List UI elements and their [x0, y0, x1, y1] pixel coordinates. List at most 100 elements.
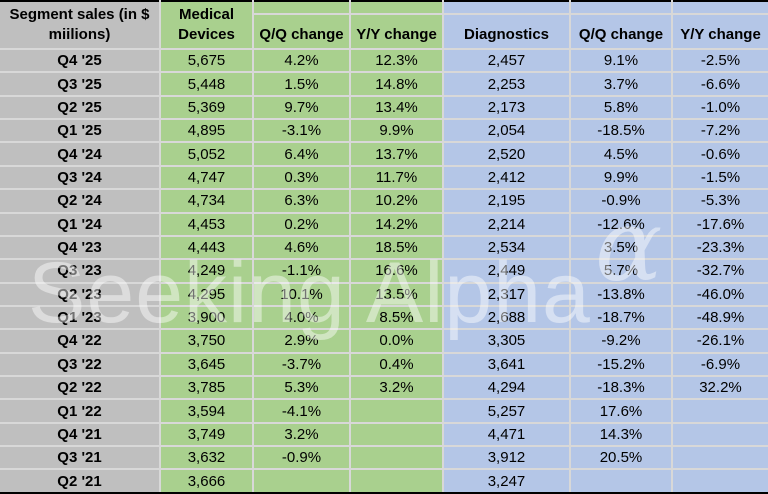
diagnostics-value: 2,534 [442, 234, 571, 261]
medical-yy-change-value [349, 398, 444, 424]
diagnostics-qq-change-value: -9.2% [569, 328, 673, 354]
diagnostics-value: 2,054 [442, 118, 571, 144]
medical-qq-change-value: 5.3% [252, 375, 351, 401]
diagnostics-yy-change-value: -6.9% [671, 351, 768, 378]
diagnostics-yy-change-value [671, 421, 768, 448]
medical-yy-change-value: 10.2% [349, 188, 444, 214]
quarter-label: Q3 '24 [0, 164, 161, 191]
medical-yy-change-value: 11.7% [349, 164, 444, 191]
table-row: Q2 '24 4,734 6.3% 10.2% 2,195 -0.9% -5.3% [0, 188, 768, 214]
medical-devices-value: 3,666 [159, 468, 254, 494]
medical-qq-change-value: -3.1% [252, 118, 351, 144]
diagnostics-value: 3,641 [442, 351, 571, 378]
medical-qq-change-value: 10.1% [252, 281, 351, 307]
diagnostics-qq-change-value: 9.9% [569, 164, 673, 191]
table-row: Q3 '22 3,645 -3.7% 0.4% 3,641 -15.2% -6.9% [0, 351, 768, 378]
medical-qq-change-value: 0.3% [252, 164, 351, 191]
medical-devices-value: 5,369 [159, 94, 254, 121]
medical-devices-header-line2: Devices [178, 26, 235, 43]
quarter-label: Q3 '23 [0, 258, 161, 284]
table-row: Q4 '21 3,749 3.2% 4,471 14.3% [0, 421, 768, 448]
diagnostics-yy-change-value: -23.3% [671, 234, 768, 261]
medical-devices-value: 4,895 [159, 118, 254, 144]
column-header-medical-yy-change: Y/Y change [349, 0, 444, 50]
diagnostics-value: 2,688 [442, 304, 571, 331]
diagnostics-value: 2,449 [442, 258, 571, 284]
medical-devices-value: 3,594 [159, 398, 254, 424]
quarter-label: Q1 '23 [0, 304, 161, 331]
diagnostics-yy-change-value: -17.6% [671, 211, 768, 237]
medical-devices-value: 3,900 [159, 304, 254, 331]
quarter-label: Q3 '22 [0, 351, 161, 378]
medical-yy-change-value: 0.0% [349, 328, 444, 354]
quarter-label: Q4 '23 [0, 234, 161, 261]
diagnostics-qq-change-value: -18.5% [569, 118, 673, 144]
medical-yy-change-value: 8.5% [349, 304, 444, 331]
diagnostics-value: 2,195 [442, 188, 571, 214]
diagnostics-value: 4,294 [442, 375, 571, 401]
medical-devices-value: 4,295 [159, 281, 254, 307]
diagnostics-value: 4,471 [442, 421, 571, 448]
diagnostics-yy-change-value: -1.5% [671, 164, 768, 191]
diagnostics-yy-change-value: -1.0% [671, 94, 768, 121]
quarter-label: Q1 '25 [0, 118, 161, 144]
medical-qq-change-value: 4.0% [252, 304, 351, 331]
diagnostics-yy-change-value [671, 445, 768, 471]
quarter-label: Q2 '25 [0, 94, 161, 121]
table-row: Q3 '24 4,747 0.3% 11.7% 2,412 9.9% -1.5% [0, 164, 768, 191]
diagnostics-qq-change-value: -18.3% [569, 375, 673, 401]
diagnostics-value: 2,412 [442, 164, 571, 191]
medical-yy-change-value: 18.5% [349, 234, 444, 261]
diagnostics-value: 3,912 [442, 445, 571, 471]
column-header-diagnostics-yy-change: Y/Y change [671, 0, 768, 50]
diagnostics-yy-change-value: -7.2% [671, 118, 768, 144]
medical-yy-change-value: 14.2% [349, 211, 444, 237]
medical-devices-value: 5,675 [159, 47, 254, 74]
diagnostics-value: 2,173 [442, 94, 571, 121]
diagnostics-qq-change-value: -18.7% [569, 304, 673, 331]
quarter-label: Q2 '24 [0, 188, 161, 214]
medical-yy-change-value: 0.4% [349, 351, 444, 378]
medical-devices-value: 4,747 [159, 164, 254, 191]
medical-yy-change-value: 14.8% [349, 71, 444, 97]
diagnostics-yy-change-value: -6.6% [671, 71, 768, 97]
quarter-label: Q1 '22 [0, 398, 161, 424]
medical-yy-change-value: 13.5% [349, 281, 444, 307]
medical-devices-value: 4,443 [159, 234, 254, 261]
table-row: Q4 '22 3,750 2.9% 0.0% 3,305 -9.2% -26.1% [0, 328, 768, 354]
diagnostics-yy-change-value: -46.0% [671, 281, 768, 307]
medical-devices-value: 3,750 [159, 328, 254, 354]
quarter-label: Q4 '24 [0, 141, 161, 167]
table-row: Q2 '21 3,666 3,247 [0, 468, 768, 494]
table-row: Q4 '25 5,675 4.2% 12.3% 2,457 9.1% -2.5% [0, 47, 768, 74]
diagnostics-yy-change-value [671, 468, 768, 494]
medical-yy-change-value: 12.3% [349, 47, 444, 74]
medical-qq-change-value: -0.9% [252, 445, 351, 471]
table-row: Q2 '22 3,785 5.3% 3.2% 4,294 -18.3% 32.2% [0, 375, 768, 401]
table-row: Q4 '24 5,052 6.4% 13.7% 2,520 4.5% -0.6% [0, 141, 768, 167]
diagnostics-yy-change-value: 32.2% [671, 375, 768, 401]
quarter-label: Q2 '22 [0, 375, 161, 401]
column-header-medical-qq-change: Q/Q change [252, 0, 351, 50]
medical-devices-value: 5,448 [159, 71, 254, 97]
quarter-label: Q3 '21 [0, 445, 161, 471]
table-row: Q2 '25 5,369 9.7% 13.4% 2,173 5.8% -1.0% [0, 94, 768, 121]
medical-yy-change-value: 16.6% [349, 258, 444, 284]
diagnostics-qq-change-value: 17.6% [569, 398, 673, 424]
table-row: Q3 '25 5,448 1.5% 14.8% 2,253 3.7% -6.6% [0, 71, 768, 97]
corner-header: Segment sales (in $ miilions) [0, 0, 161, 50]
diagnostics-qq-change-value: 5.8% [569, 94, 673, 121]
diagnostics-value: 2,214 [442, 211, 571, 237]
header-row: Segment sales (in $ miilions) Medical De… [0, 0, 768, 50]
diagnostics-value: 3,247 [442, 468, 571, 494]
diagnostics-qq-change-value: 9.1% [569, 47, 673, 74]
medical-devices-header-line1: Medical [178, 6, 235, 23]
quarter-label: Q4 '21 [0, 421, 161, 448]
medical-qq-change-value: 2.9% [252, 328, 351, 354]
table-body: Q4 '25 5,675 4.2% 12.3% 2,457 9.1% -2.5% Q3 '25… [0, 47, 768, 494]
diagnostics-qq-change-value: 3.5% [569, 234, 673, 261]
diagnostics-qq-change-value: -13.8% [569, 281, 673, 307]
column-header-diagnostics: Diagnostics [442, 0, 571, 50]
medical-yy-change-value: 3.2% [349, 375, 444, 401]
